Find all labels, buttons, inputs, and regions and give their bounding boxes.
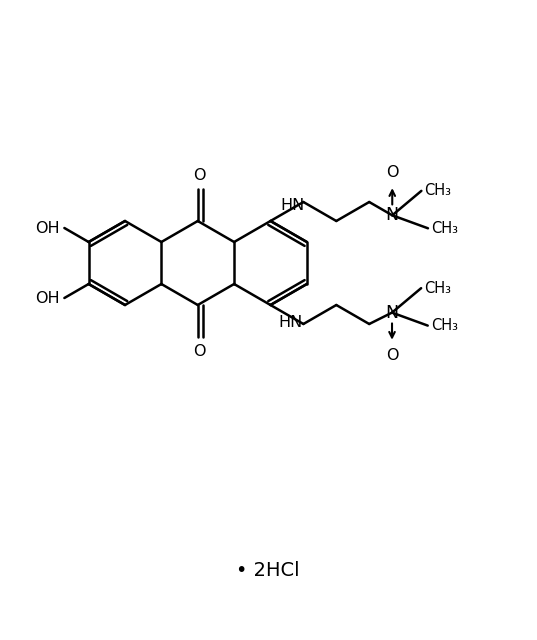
Text: O: O	[386, 165, 398, 180]
Text: O: O	[193, 168, 206, 182]
Text: OH: OH	[35, 291, 60, 305]
Text: O: O	[386, 348, 398, 363]
Text: CH₃: CH₃	[424, 184, 452, 198]
Text: • 2HCl: • 2HCl	[236, 561, 300, 579]
Text: OH: OH	[35, 221, 60, 236]
Text: CH₃: CH₃	[431, 318, 458, 333]
Text: HN: HN	[280, 198, 304, 213]
Text: CH₃: CH₃	[431, 221, 458, 236]
Text: N: N	[386, 303, 398, 322]
Text: HN: HN	[279, 315, 303, 330]
Text: O: O	[193, 344, 206, 358]
Text: CH₃: CH₃	[424, 281, 451, 296]
Text: N: N	[386, 206, 399, 224]
